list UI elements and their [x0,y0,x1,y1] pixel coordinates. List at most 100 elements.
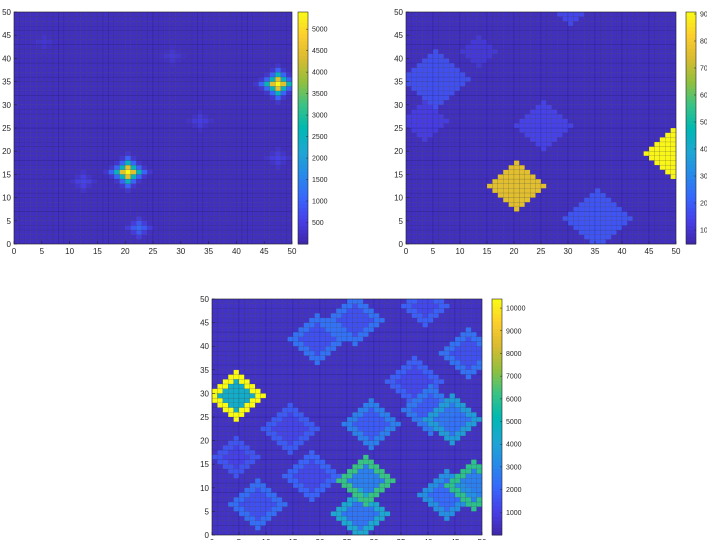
heatmap-cell [411,39,417,45]
heatmap-cell [551,192,558,198]
heatmap-cell [136,188,143,194]
heatmap-cell [225,53,231,59]
heatmap-cell [191,21,198,27]
heatmap-cell [47,229,54,235]
heatmap-cell [147,53,154,59]
heatmap-cell [24,72,31,78]
heatmap-cell [594,174,601,180]
heatmap-cell [41,118,48,124]
heatmap-cell [643,95,650,101]
heatmap-cell [119,137,126,143]
heatmap-cell [186,118,193,124]
heatmap-cell [535,225,542,231]
heatmap-cell [654,86,660,92]
heatmap-cell [158,169,165,175]
heatmap-cell [443,72,450,78]
heatmap-cell [197,86,204,92]
heatmap-cell [616,239,623,245]
heatmap-cell [41,67,48,73]
heatmap-cell [41,197,48,203]
heatmap-cell [470,30,477,36]
heatmap-cell [546,239,552,245]
heatmap-cell [147,95,154,101]
heatmap-cell [519,118,525,124]
heatmap-cell [97,100,104,105]
heatmap-cell [497,202,504,208]
heatmap-cell [557,48,563,54]
heatmap-cell [605,169,612,175]
heatmap-cell [169,183,176,189]
heatmap-cell [459,11,466,17]
colorbar-segment [298,128,308,133]
heatmap-cell [611,67,617,73]
heatmap-cell [241,169,248,175]
heatmap-cell [621,178,628,184]
heatmap-cell [258,25,265,31]
heatmap-cell [197,160,204,166]
heatmap-cell [422,104,428,110]
heatmap-cell [275,220,282,226]
heatmap-cell [163,76,170,82]
colorbar-segment [298,175,308,180]
heatmap-cell [141,146,148,152]
heatmap-cell [503,164,509,170]
heatmap-cell [422,113,428,119]
heatmap-cell [648,127,655,133]
heatmap-cell [648,225,655,231]
heatmap-cell [503,137,509,143]
heatmap-cell [411,137,417,143]
heatmap-cell [91,67,98,73]
heatmap-cell [438,11,444,17]
heatmap-cell [169,48,176,54]
heatmap-cell [643,25,650,31]
heatmap-cell [627,30,633,36]
heatmap-cell [594,35,601,40]
heatmap-cell [578,113,585,119]
heatmap-cell [130,169,137,175]
heatmap-cell [648,155,655,161]
heatmap-cell [638,62,644,68]
heatmap-cell [643,132,650,138]
heatmap-cell [252,21,259,27]
heatmap-cell [422,197,428,203]
heatmap-cell [459,220,466,226]
heatmap-cell [163,229,170,235]
heatmap-cell [225,109,231,115]
heatmap-cell [197,146,204,152]
heatmap-cell [41,48,48,54]
heatmap-cell [86,229,92,235]
heatmap-cell [136,229,143,235]
heatmap-cell [208,127,215,133]
heatmap-cell [108,174,115,180]
heatmap-cell [86,25,92,31]
heatmap-cell [600,100,606,105]
heatmap-cell [275,127,282,133]
heatmap-cell [97,48,104,54]
heatmap-cell [654,164,660,170]
heatmap-cell [486,16,493,22]
heatmap-cell [578,35,585,40]
heatmap-cell [427,118,434,124]
heatmap-cell [530,30,536,36]
heatmap-cell [584,76,590,82]
heatmap-cell [13,197,20,203]
heatmap-cell [41,35,48,40]
heatmap-cell [459,95,466,101]
heatmap-cell [443,220,450,226]
heatmap-cell [24,39,31,45]
heatmap-cell [13,39,20,45]
heatmap-cell [416,67,423,73]
heatmap-cell [219,220,226,226]
heatmap-cell [449,174,455,180]
heatmap-cell [152,39,159,45]
heatmap-cell [486,178,493,184]
heatmap-cell [180,39,187,45]
heatmap-cell [19,100,26,105]
heatmap-cell [19,109,26,115]
heatmap-cell [546,35,552,40]
heatmap-cell [197,11,204,17]
heatmap-cell [632,127,639,133]
heatmap-cell [621,211,628,217]
heatmap-cell [584,109,590,115]
heatmap-cell [470,21,477,27]
